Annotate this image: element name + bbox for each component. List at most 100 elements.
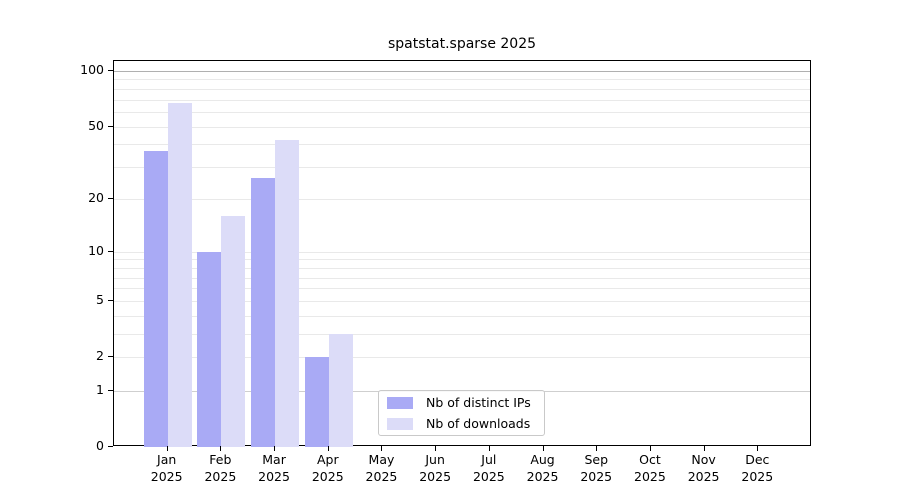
minor-gridline (114, 88, 810, 90)
minor-gridline (114, 111, 810, 113)
major-gridline (114, 70, 810, 72)
x-tick-month: Feb (209, 452, 232, 467)
x-tick-month: Jan (157, 452, 177, 467)
y-tick-mark (108, 356, 113, 358)
y-tick-mark (108, 389, 113, 391)
y-tick-mark (108, 197, 113, 199)
x-tick-label: Jan 2025 (127, 451, 207, 485)
minor-gridline (114, 259, 810, 261)
y-tick-mark (108, 250, 113, 252)
x-tick-mark (703, 446, 705, 451)
x-tick-mark (596, 446, 598, 451)
x-tick-mark (166, 446, 168, 451)
x-tick-year: 2025 (365, 469, 398, 484)
x-tick-label: Jul 2025 (449, 451, 529, 485)
chart-title: spatstat.sparse 2025 (387, 36, 537, 52)
y-tick-label: 5 (96, 291, 104, 307)
bar-distinct-ips (197, 251, 222, 447)
legend-label: Nb of distinct IPs (426, 395, 531, 410)
x-tick-year: 2025 (634, 469, 666, 484)
minor-gridline (114, 167, 810, 169)
x-tick-label: Oct 2025 (610, 451, 690, 485)
x-tick-year: 2025 (687, 469, 720, 484)
x-tick-year: 2025 (311, 469, 344, 484)
plot-area (113, 60, 811, 447)
x-tick-mark (542, 446, 544, 451)
x-tick-label: Feb 2025 (180, 451, 260, 485)
bar-distinct-ips (143, 150, 168, 447)
x-tick-year: 2025 (204, 469, 237, 484)
legend-label: Nb of downloads (426, 416, 531, 431)
x-tick-year: 2025 (741, 469, 774, 484)
y-tick-label: 100 (80, 61, 104, 77)
y-tick-label: 20 (88, 189, 104, 205)
x-tick-label: Apr 2025 (288, 451, 368, 485)
x-tick-month: Aug (530, 452, 555, 467)
y-tick-mark (108, 299, 113, 301)
x-tick-month: Nov (691, 452, 716, 467)
x-tick-year: 2025 (150, 469, 183, 484)
x-tick-mark (220, 446, 222, 451)
y-tick-label: 1 (96, 381, 104, 397)
y-tick-label: 10 (88, 242, 104, 258)
x-tick-mark (435, 446, 437, 451)
x-tick-mark (649, 446, 651, 451)
x-tick-month: Jul (481, 452, 497, 467)
y-tick-mark (108, 446, 113, 447)
minor-gridline (114, 277, 810, 279)
x-tick-mark (757, 446, 759, 451)
major-gridline (114, 300, 810, 302)
x-tick-year: 2025 (472, 469, 505, 484)
x-tick-label: Sep 2025 (556, 451, 636, 485)
bar-downloads (275, 140, 300, 447)
bar-distinct-ips (251, 178, 276, 447)
minor-gridline (114, 334, 810, 336)
y-tick-mark (108, 125, 113, 127)
minor-gridline (114, 99, 810, 101)
minor-gridline (114, 315, 810, 317)
bar-distinct-ips (304, 357, 329, 447)
x-tick-label: Aug 2025 (503, 451, 583, 485)
x-tick-mark (381, 446, 383, 451)
y-tick-mark (108, 69, 113, 71)
bar-downloads (167, 103, 192, 447)
minor-gridline (114, 144, 810, 146)
major-gridline (114, 357, 810, 359)
legend-swatch-downloads (387, 417, 413, 430)
x-tick-label: Jun 2025 (395, 451, 475, 485)
x-tick-label: Nov 2025 (664, 451, 744, 485)
x-tick-month: Apr (316, 452, 339, 467)
major-gridline (114, 251, 810, 253)
x-tick-month: Mar (262, 452, 286, 467)
x-tick-mark (327, 446, 329, 451)
legend-item: Nb of downloads (387, 416, 544, 431)
y-tick-label: 2 (96, 348, 104, 364)
x-tick-year: 2025 (526, 469, 559, 484)
bar-downloads (221, 216, 246, 447)
y-tick-label: 50 (88, 117, 104, 133)
legend-swatch-distinct-ips (387, 396, 413, 409)
x-tick-label: May 2025 (341, 451, 421, 485)
x-tick-year: 2025 (580, 469, 613, 484)
major-gridline (114, 198, 810, 200)
x-tick-mark (274, 446, 276, 451)
minor-gridline (114, 79, 810, 81)
x-tick-month: May (368, 452, 395, 467)
major-gridline (114, 126, 810, 128)
legend-item: Nb of distinct IPs (387, 395, 544, 410)
x-tick-label: Dec 2025 (717, 451, 797, 485)
x-tick-year: 2025 (258, 469, 290, 484)
x-tick-year: 2025 (419, 469, 452, 484)
minor-gridline (114, 267, 810, 269)
y-tick-label: 0 (96, 438, 104, 453)
legend: Nb of distinct IPs Nb of downloads (378, 390, 545, 436)
x-tick-month: Dec (745, 452, 770, 467)
bar-downloads (328, 334, 353, 447)
x-tick-label: Mar 2025 (234, 451, 314, 485)
minor-gridline (114, 288, 810, 290)
x-tick-month: Jun (425, 452, 445, 467)
x-tick-mark (488, 446, 490, 451)
x-tick-month: Sep (584, 452, 608, 467)
x-tick-month: Oct (639, 452, 661, 467)
